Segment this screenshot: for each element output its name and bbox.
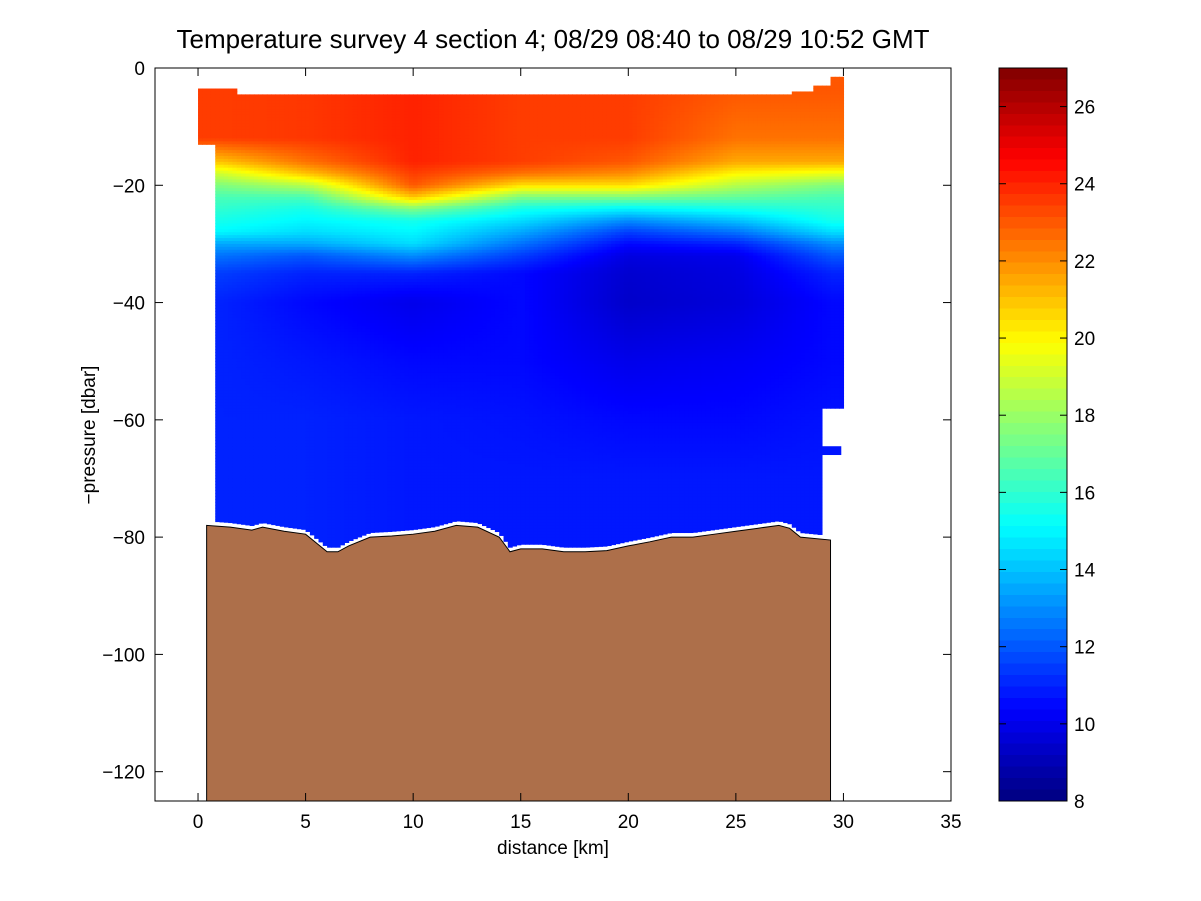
heatmap-cell (319, 540, 324, 542)
heatmap-cell (314, 537, 319, 539)
heatmap-cell (271, 522, 276, 525)
heatmap-cell (297, 528, 302, 529)
heatmap-cell (228, 520, 233, 524)
heatmap-cell (323, 543, 328, 546)
heatmap-cell (327, 546, 332, 548)
heatmap-cell (250, 522, 255, 526)
heatmap-cell (288, 525, 293, 528)
heatmap-cell (280, 525, 285, 526)
heatmap-cell (310, 534, 315, 535)
heatmap-cell (336, 546, 341, 548)
heatmap-cell (224, 520, 229, 523)
heatmap-cell (275, 522, 280, 525)
heatmap-cell (293, 525, 298, 528)
chart-title: Temperature survey 4 section 4; 08/29 08… (177, 24, 930, 54)
heatmap-cell (258, 522, 263, 523)
heatmap-cell (349, 540, 354, 541)
heatmap-cell (215, 520, 220, 523)
temperature-field (198, 77, 844, 548)
plot-area (198, 77, 844, 801)
heatmap-cell (245, 522, 250, 525)
heatmap-cell (254, 522, 259, 524)
heatmap-cell (202, 141, 207, 145)
heatmap-cell (344, 540, 349, 543)
heatmap-cell (232, 522, 237, 523)
heatmap-cell (267, 522, 272, 524)
heatmap-cell (301, 528, 306, 529)
heatmap-cell (306, 531, 311, 532)
heatmap-cell (198, 141, 203, 145)
heatmap-cell (331, 546, 336, 548)
heatmap-cell (237, 522, 242, 524)
heatmap-cell (263, 522, 268, 523)
heatmap-cell (211, 141, 216, 145)
heatmap-cell (220, 520, 225, 523)
heatmap-cell (340, 543, 345, 545)
heatmap-cell (241, 522, 246, 524)
heatmap-cell (284, 525, 289, 527)
heatmap-cell (207, 141, 212, 145)
